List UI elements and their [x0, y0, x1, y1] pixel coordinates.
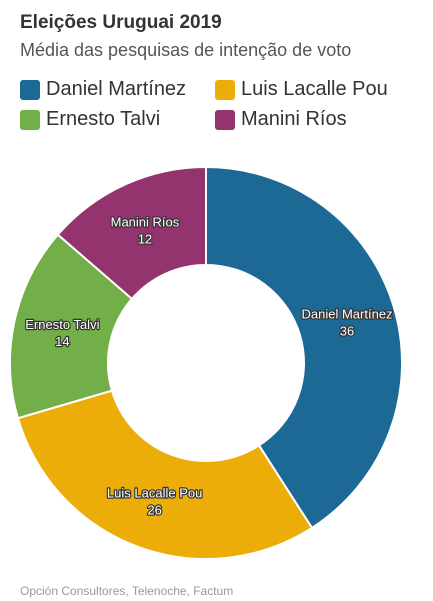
- slice-manini-rios: [56, 165, 207, 301]
- slice-value-daniel-martinez: 36: [340, 324, 354, 339]
- legend-label: Daniel Martínez: [46, 78, 187, 100]
- legend-swatch: [20, 109, 40, 130]
- slice-ernesto-talvi: [9, 233, 134, 420]
- source-note: Opción Consultores, Telenoche, Factum: [20, 584, 234, 598]
- slice-label-luis-lacalle-pou: Luis Lacalle Pou: [107, 486, 202, 501]
- slice-value-manini-rios: 12: [138, 231, 152, 246]
- slice-label-ernesto-talvi: Ernesto Talvi: [25, 317, 99, 332]
- slice-label-daniel-martinez: Daniel Martínez: [302, 307, 393, 322]
- donut-chart: Daniel Martínez 36 Luis Lacalle Pou 26 Ernes…: [9, 165, 403, 560]
- legend-item-manini-rios: Manini Ríos: [215, 108, 347, 131]
- legend-swatch: [215, 109, 235, 130]
- legend-swatch: [215, 79, 235, 100]
- legend-item-luis-lacalle-pou: Luis Lacalle Pou: [215, 78, 388, 101]
- legend-label: Ernesto Talvi: [46, 108, 161, 130]
- slice-luis-lacalle-pou: [16, 389, 314, 560]
- slice-value-luis-lacalle-pou: 26: [147, 503, 161, 518]
- legend-swatch: [20, 79, 40, 100]
- legend-item-daniel-martinez: Daniel Martínez: [20, 78, 186, 101]
- chart-title: Eleições Uruguai 2019: [20, 12, 222, 33]
- legend-label: Manini Ríos: [241, 108, 347, 130]
- legend-label: Luis Lacalle Pou: [241, 78, 388, 100]
- chart-subtitle: Média das pesquisas de intenção de voto: [20, 40, 352, 60]
- slice-label-manini-rios: Manini Ríos: [111, 214, 180, 229]
- legend-item-ernesto-talvi: Ernesto Talvi: [20, 108, 160, 131]
- slice-daniel-martinez: [205, 165, 403, 530]
- slice-value-ernesto-talvi: 14: [55, 334, 69, 349]
